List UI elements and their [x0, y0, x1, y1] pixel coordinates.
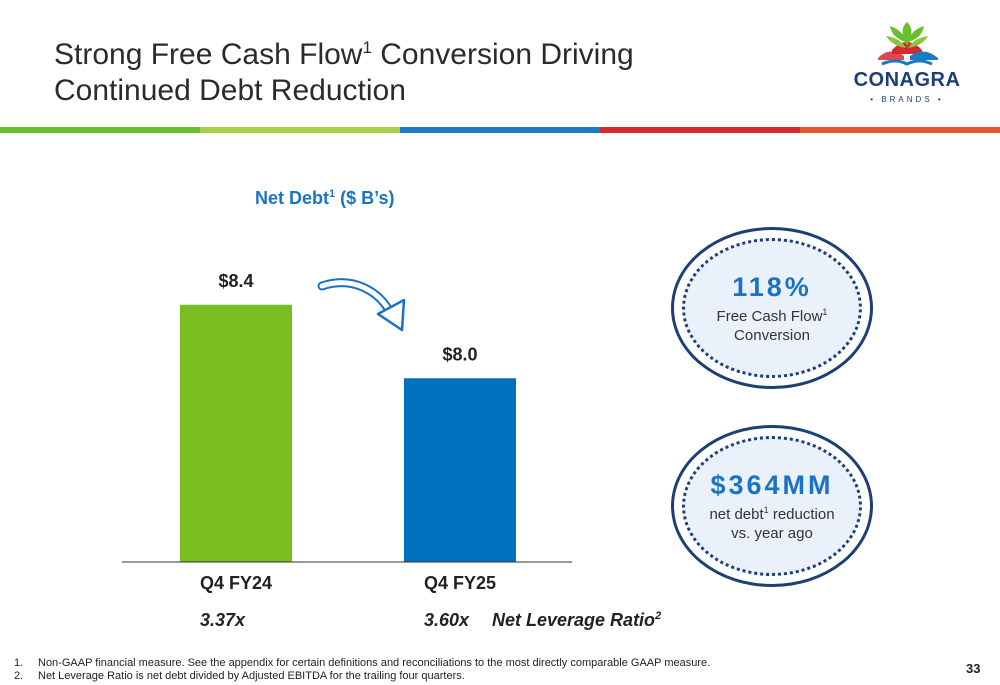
page-number: 33 [966, 661, 981, 676]
footnote-2: 2. Net Leverage Ratio is net debt divided… [14, 670, 465, 682]
conagra-logo: CONAGRA • BRANDS • [848, 16, 966, 112]
category-label: Q4 FY24 [200, 573, 272, 593]
debt-reduction-value: $364MM [710, 470, 834, 500]
debt-reduction-callout: $364MM net debt1 reduction vs. year ago [671, 425, 873, 587]
fcf-conversion-callout: 118% Free Cash Flow1 Conversion [671, 227, 873, 389]
logo-subtitle: • BRANDS • [870, 95, 944, 104]
category-label: Q4 FY25 [424, 573, 496, 593]
color-stripe-segment-2 [200, 127, 400, 133]
color-stripe-segment-1 [0, 127, 200, 133]
fcf-conversion-label: Free Cash Flow1 Conversion [716, 307, 828, 344]
bar-q4-fy25 [404, 378, 516, 562]
color-stripe [0, 127, 1000, 133]
bar-q4-fy24 [180, 304, 292, 562]
color-stripe-segment-4 [600, 127, 800, 133]
leverage-fy25: 3.60x [424, 610, 470, 630]
logo-wordmark: CONAGRA [853, 69, 961, 91]
leverage-fy24: 3.37x [200, 610, 246, 630]
color-stripe-segment-3 [400, 127, 600, 133]
fcf-conversion-value: 118% [732, 272, 812, 302]
chart-title: Net Debt1 ($ B’s) [255, 188, 395, 208]
arrow-down-icon [317, 278, 406, 332]
leaf-waves-icon [878, 22, 938, 66]
data-label: $8.4 [218, 271, 253, 291]
debt-reduction-label: net debt1 reduction vs. year ago [709, 505, 835, 542]
color-stripe-segment-5 [800, 127, 1000, 133]
data-label: $8.0 [442, 344, 477, 364]
leverage-label: Net Leverage Ratio2 [492, 610, 662, 630]
footnote-1: 1. Non-GAAP financial measure. See the ap… [14, 657, 711, 669]
page-title: Strong Free Cash Flow1 Conversion Drivin… [54, 38, 634, 107]
